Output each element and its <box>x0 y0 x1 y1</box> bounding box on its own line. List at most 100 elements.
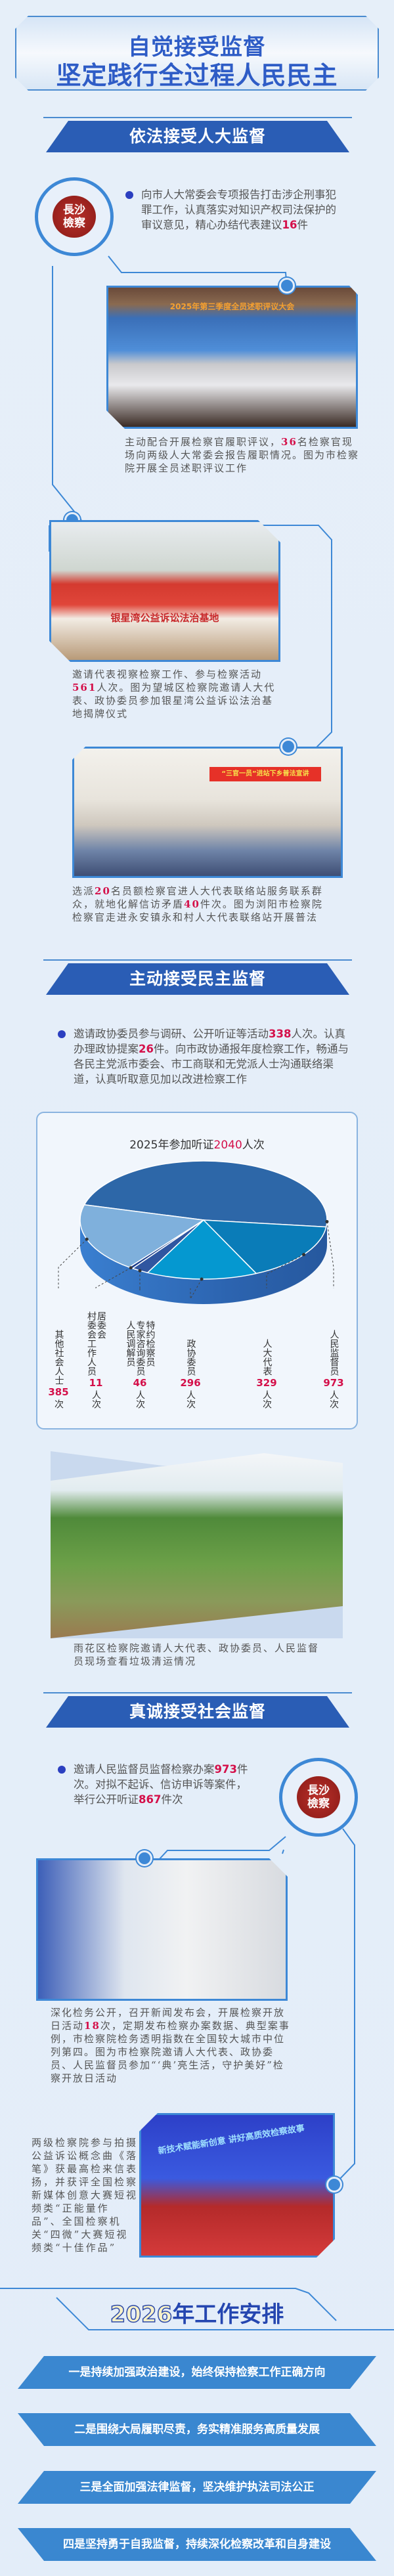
society-bullet-text: 邀请人民监督员监督检察办案973件次。对拟不起诉、信访申诉等案件，举行公开听证8… <box>58 1762 250 1807</box>
leader-dot <box>325 1219 329 1223</box>
photo-award: 新技术赋能新创意 讲好高质效检察故事 <box>139 2113 335 2258</box>
pie-label-unit: 次 <box>53 1399 64 1408</box>
changsha-procuratorate-logo: 長沙 檢察 <box>279 1758 358 1837</box>
highlight-number: 26 <box>139 1043 154 1055</box>
text-segment: 次，定期发布检察办案数据、典型案事例，市检察院检务透明指数在全国较大城市中位列第… <box>51 2020 290 2084</box>
photo-liaison-station: “三官一员”进站下乡普法宣讲 <box>72 747 343 878</box>
text-segment: 件 <box>297 219 308 231</box>
text-segment: 深化检务公开，召开新闻发布会，开展检察开放日活动 <box>51 2007 286 2032</box>
pie-label-category: 人大代表 <box>261 1339 273 1376</box>
leader-line <box>58 1238 87 1288</box>
text-segment: 选派 <box>72 885 95 897</box>
highlight-number: 16 <box>282 219 297 231</box>
pie-slice <box>83 1160 328 1228</box>
pie-label-category: 人民监督员 <box>328 1330 339 1376</box>
plan-item-3: 三是全面加强法律监督，坚决维护执法司法公正 <box>18 2471 376 2504</box>
section-heading-society: 真诚接受社会监督 <box>46 1696 349 1728</box>
bullet-dot-icon <box>125 191 133 199</box>
text-segment: 件次。对拟不起诉、信访申诉等案件，举行公开听证 <box>74 1763 248 1806</box>
caption-plaque-unveiling: 邀请代表视察检察工作、参与检察活动 561人次。图为望城区检察院邀请人大代表、政协… <box>72 668 284 720</box>
plan-heading-text: 年工作安排 <box>172 2302 284 2328</box>
pie-labels: 人民监督员 973 人次 人大代表 329 人次 政协委员 296 人次 特约检察员 专家咨询委员… <box>0 1287 394 1408</box>
text-segment: 人次。图为望城区检察院邀请人大代表、政协委员参加银星湾公益诉讼法治基地揭牌仪式 <box>72 682 276 720</box>
text-segment: 向市人大常委会专项报告打击涉企刑事犯罪工作，认真落实对知识产权司法保护的审议意见… <box>141 188 336 231</box>
text-segment: 两级检察院参与拍摄公益诉讼概念曲《落笔》获最高检来信表扬，并获评全国检察新媒体创… <box>32 2137 139 2254</box>
logo-seal: 長沙 檢察 <box>53 196 96 238</box>
plan-item-4: 四是坚持勇于自我监督，持续深化检察改革和自身建设 <box>18 2528 376 2561</box>
text-segment: 人次。认真办理政协提案 <box>74 1028 345 1055</box>
leader-dot <box>138 1269 142 1273</box>
text-segment: 雨花区检察院邀请人大代表、政协委员、人民监督员现场查看垃圾清运情况 <box>74 1642 320 1667</box>
chart-title-total: 2040 <box>213 1139 242 1152</box>
frame-node <box>326 2177 342 2193</box>
photo-garbage-inspection <box>51 1453 343 1638</box>
leader-line <box>95 1267 131 1288</box>
text-segment: 名检察官现场向两级人大常委会报告履职情况。图为市检察院开展全员述职评议工作 <box>125 436 360 474</box>
photo-plaque-unveiling: 银星湾公益诉讼法治基地 <box>49 520 280 662</box>
text-segment: 邀请人民监督员监督检察办案 <box>74 1763 215 1776</box>
caption-garbage-inspection: 雨花区检察院邀请人大代表、政协委员、人民监督员现场查看垃圾清运情况 <box>74 1642 330 1668</box>
text-segment: 件次 <box>161 1793 183 1806</box>
cppcc-bullet-text: 邀请政协委员参与调研、公开听证等活动338人次。认真办理政协提案26件。向市政协… <box>58 1026 349 1087</box>
text-segment: 邀请代表视察检察工作、参与检察活动 <box>72 668 263 680</box>
pie-label: 人民监督员 973 人次 <box>323 1330 343 1408</box>
photo-stone-text: 银星湾公益诉讼法治基地 <box>110 612 219 624</box>
photo-review-meeting: 2025年第三季度全员述职评议大会 <box>106 286 358 429</box>
pie-label-value: 385 <box>48 1386 69 1398</box>
pie-label: 政协委员 296 人次 <box>180 1339 200 1408</box>
pie-label: 人大代表 329 人次 <box>256 1339 276 1408</box>
pie-label-unit: 人次 <box>91 1390 101 1408</box>
changsha-procuratorate-logo: 長沙 檢察 <box>35 177 114 256</box>
leader-dot <box>200 1277 204 1281</box>
highlight-number: 338 <box>269 1028 292 1040</box>
photo-banner-text: 2025年第三季度全员述职评议大会 <box>169 302 295 311</box>
pie-label-category: 特约检察员 专家咨询委员 人民调解员 <box>125 1321 156 1376</box>
pie-label-category: 居委会 村委会工作人员 <box>86 1311 106 1376</box>
plan-item-2: 二是围绕大局履职尽责，务实精准服务高质量发展 <box>18 2413 376 2446</box>
caption-open-day: 深化检务公开，召开新闻发布会，开展检察开放日活动18次，定期发布检察办案数据、典… <box>51 2006 290 2085</box>
leader-dot <box>85 1237 89 1241</box>
section-heading-outline <box>43 117 352 152</box>
bullet-dot-icon <box>58 1766 66 1774</box>
bullet-dot-icon <box>58 1030 66 1038</box>
pie-label-value: 46 <box>133 1377 147 1389</box>
pie-label-value: 296 <box>180 1377 201 1389</box>
npc-bullet-text: 向市人大常委会专项报告打击涉企刑事犯罪工作，认真落实对知识产权司法保护的审议意见… <box>125 187 346 232</box>
leader-line <box>326 1221 334 1288</box>
frame-node <box>280 739 296 754</box>
leader-line <box>266 1254 304 1288</box>
chart-title-unit: 人次 <box>242 1139 265 1152</box>
pie-label-unit: 人次 <box>135 1390 145 1408</box>
highlight-number: 867 <box>139 1793 162 1806</box>
highlight-number: 20 <box>95 885 111 897</box>
title-line-2: 坚定践行全过程人民民主 <box>56 61 338 90</box>
plan-heading-year: 2026 <box>110 2301 173 2328</box>
chart-title: 2025年参加听证2040人次 <box>37 1135 357 1152</box>
section-heading-outline <box>43 1692 352 1728</box>
pie-label-unit: 人次 <box>328 1390 339 1408</box>
pie-label: 其他社会人士 385 次 <box>48 1330 68 1408</box>
caption-review-meeting: 主动配合开展检察官履职评议，36名检察官现场向两级人大常委会报告履职情况。图为市… <box>125 435 359 475</box>
text-segment: 件。向市政协通报年度检察工作，畅通与各民主党派市委会、市工商联和无党派人士沟通联… <box>74 1043 349 1085</box>
section-heading-npc: 依法接受人大监督 <box>46 121 349 152</box>
pie-label-unit: 人次 <box>261 1390 272 1408</box>
pie-label: 特约检察员 专家咨询委员 人民调解员 46 人次 <box>125 1321 156 1408</box>
pie-side <box>80 1220 327 1304</box>
pie-label-value: 329 <box>256 1377 277 1389</box>
frame-node <box>137 1850 152 1866</box>
section-heading-outline <box>43 959 352 995</box>
chart-title-text: 2025年参加听证 <box>129 1139 214 1152</box>
section-heading-cppcc: 主动接受民主监督 <box>46 963 349 995</box>
pie-label-category: 政协委员 <box>185 1339 196 1376</box>
highlight-number: 18 <box>84 2020 100 2032</box>
highlight-number: 561 <box>72 682 97 693</box>
logo-seal: 長沙 檢察 <box>297 1776 340 1818</box>
title-line-1: 自觉接受监督 <box>128 34 266 60</box>
pie-label-unit: 人次 <box>185 1390 196 1408</box>
caption-liaison-station: 选派20名员额检察官进人大代表联络站服务联系群众，就地化解信访矛盾40件次。图为… <box>72 884 328 924</box>
pie-label-value: 11 <box>89 1377 103 1389</box>
plan-heading: 2026年工作安排 <box>0 2296 394 2328</box>
caption-award: 两级检察院参与拍摄公益诉讼概念曲《落笔》获最高检来信表扬，并获评全国检察新媒体创… <box>32 2136 138 2254</box>
highlight-number: 40 <box>184 898 200 910</box>
